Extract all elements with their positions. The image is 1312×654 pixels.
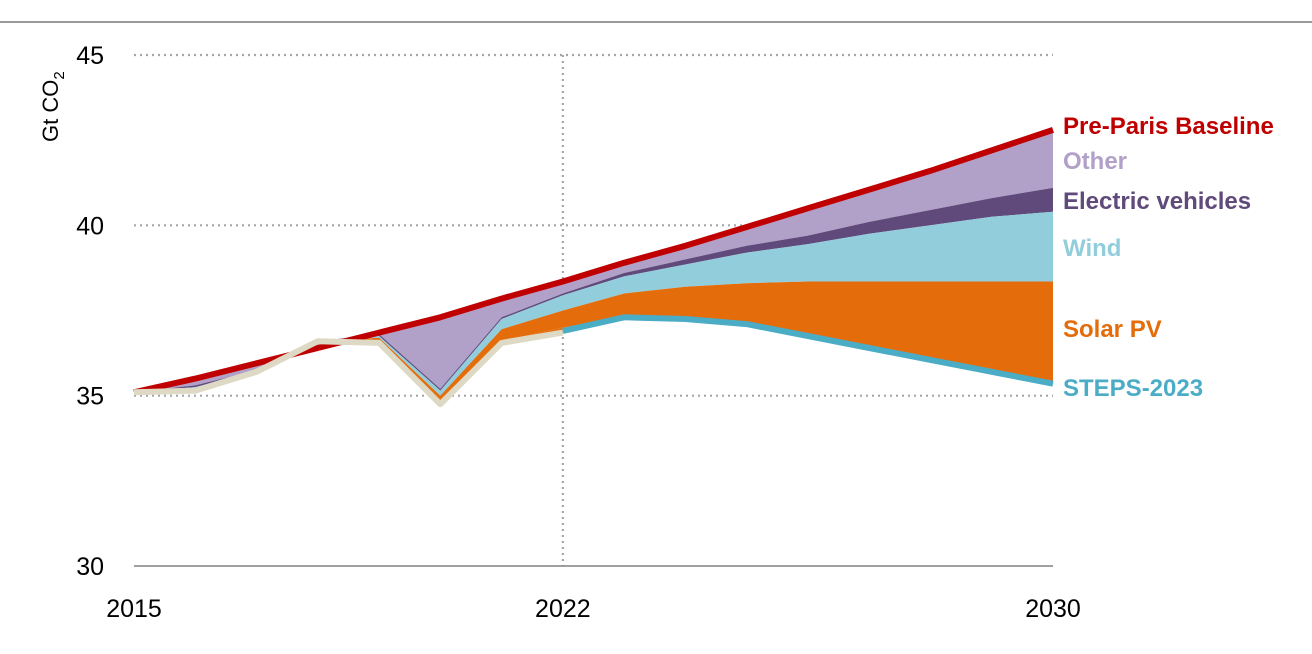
y-tick-30: 30 <box>76 553 104 581</box>
y-axis-label: Gt CO2 <box>38 71 68 142</box>
gridlines <box>134 53 1053 566</box>
area-wind <box>134 281 1053 400</box>
y-tick-35: 35 <box>76 383 104 411</box>
x-tick-2030: 2030 <box>1025 595 1081 623</box>
label-steps-2023: STEPS-2023 <box>1063 375 1203 402</box>
line-steps-2023 <box>562 314 1054 387</box>
y-tick-40: 40 <box>76 212 104 240</box>
x-tick-2022: 2022 <box>535 595 591 623</box>
label-electric-vehicles: Electric vehicles <box>1063 188 1251 215</box>
line-historical <box>133 329 564 408</box>
label-pre-paris-baseline: Pre-Paris Baseline <box>1063 113 1274 140</box>
area-other <box>134 187 1053 393</box>
y-tick-45: 45 <box>76 42 104 70</box>
series-labels: Pre-Paris Baseline Other Electric vehicles… <box>1063 113 1274 402</box>
x-tick-2015: 2015 <box>106 595 162 623</box>
label-solar-pv: Solar PV <box>1063 316 1162 343</box>
y-tick-labels: 30 35 40 45 <box>76 42 104 581</box>
area-layers <box>134 129 1053 403</box>
x-tick-labels: 2015 2022 2030 <box>106 595 1081 623</box>
label-other: Other <box>1063 148 1127 175</box>
series-lines <box>133 127 1054 408</box>
area-electric-vehicles <box>134 211 1053 396</box>
label-wind: Wind <box>1063 235 1121 262</box>
